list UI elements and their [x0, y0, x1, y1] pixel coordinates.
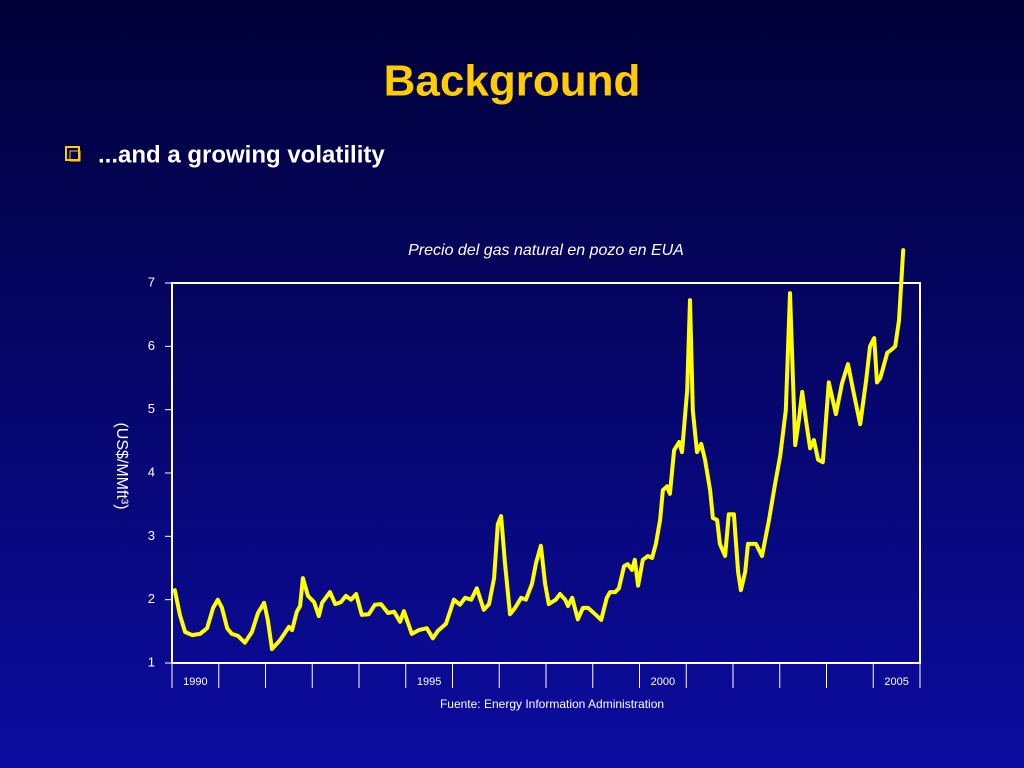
x-tick-label: 1990 — [183, 676, 207, 688]
y-tick-label: 4 — [148, 464, 155, 479]
chart-title: Precio del gas natural en pozo en EUA — [408, 242, 684, 259]
x-tick-label: 1995 — [417, 676, 441, 688]
price-line — [172, 248, 906, 652]
y-tick-label: 3 — [148, 528, 155, 543]
y-tick-label: 7 — [148, 274, 155, 289]
bullet-icon — [65, 146, 81, 162]
x-tick-label: 2005 — [884, 676, 908, 688]
y-tick-label: 2 — [148, 591, 155, 606]
bullet-text: ...and a growing volatility — [98, 141, 385, 168]
slide-title: Background — [384, 57, 641, 106]
y-tick-label: 6 — [148, 338, 155, 353]
x-tick-label: 2000 — [651, 676, 675, 688]
y-tick-label: 5 — [148, 401, 155, 416]
y-tick-label: 1 — [148, 654, 155, 669]
y-axis-label: (US$/MMft³) — [113, 422, 130, 509]
source-note: Fuente: Energy Information Administratio… — [440, 697, 664, 711]
